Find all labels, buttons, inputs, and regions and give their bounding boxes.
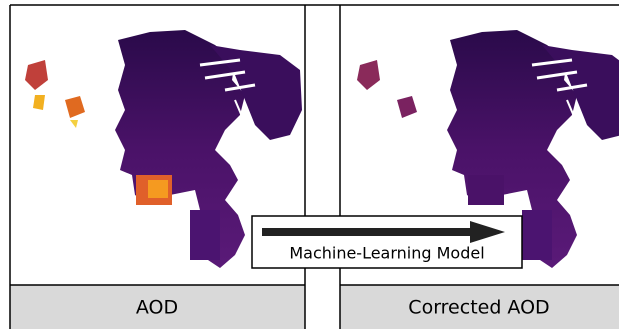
figure: AOD Corrected AOD Machine-Learning Model <box>0 0 619 329</box>
panel-label: AOD <box>136 297 178 319</box>
arrow-label: Machine-Learning Model <box>289 244 484 263</box>
page: AOD Corrected AOD Machine-Learning Model… <box>0 0 619 329</box>
panel-label: Corrected AOD <box>408 297 549 319</box>
